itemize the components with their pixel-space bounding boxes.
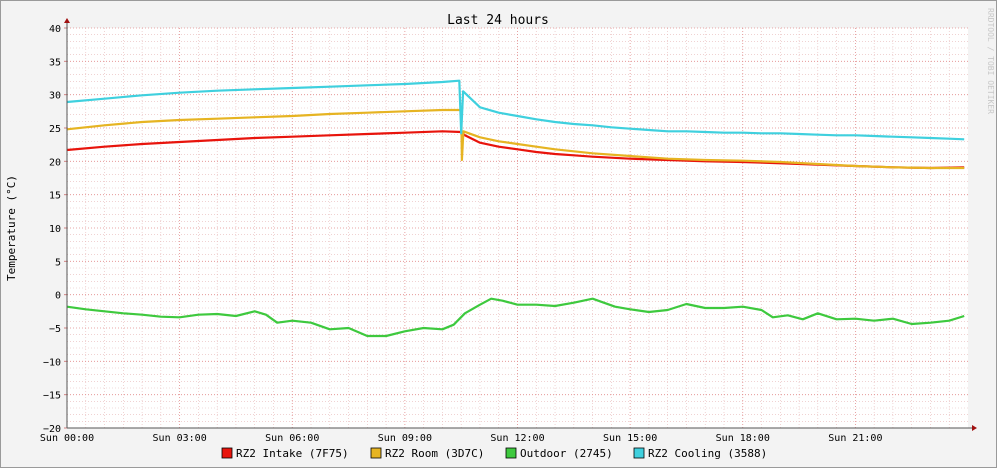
y-tick-label: −5 — [49, 324, 61, 335]
x-tick-label: Sun 00:00 — [40, 433, 94, 444]
y-tick-label: −15 — [43, 391, 61, 402]
x-tick-label: Sun 12:00 — [490, 433, 544, 444]
y-tick-label: 10 — [49, 224, 61, 235]
y-tick-label: −20 — [43, 424, 61, 435]
legend-label: RZ2 Room (3D7C) — [385, 447, 484, 460]
legend-label: Outdoor (2745) — [520, 447, 613, 460]
y-tick-label: 5 — [55, 257, 61, 268]
y-tick-label: 0 — [55, 291, 61, 302]
legend-swatch — [370, 447, 382, 459]
y-tick-label: 35 — [49, 57, 61, 68]
x-tick-label: Sun 21:00 — [828, 433, 882, 444]
y-tick-label: 25 — [49, 124, 61, 135]
x-tick-label: Sun 06:00 — [265, 433, 319, 444]
x-tick-label: Sun 03:00 — [153, 433, 207, 444]
y-tick-label: 40 — [49, 24, 61, 35]
major-grid — [64, 27, 968, 429]
y-tick-label: 30 — [49, 91, 61, 102]
y-tick-labels: 40 35 30 25 20 15 10 5 0 −5 −10 −15 −20 — [43, 24, 61, 435]
watermark: RRDTOOL / TOBI OETIKER — [986, 8, 995, 114]
axes — [64, 18, 977, 431]
series-line — [66, 297, 965, 338]
legend-label: RZ2 Intake (7F75) — [236, 447, 349, 460]
chart-title: Last 24 hours — [447, 13, 549, 28]
x-tick-label: Sun 18:00 — [716, 433, 770, 444]
legend-swatch — [505, 447, 517, 459]
y-axis-arrow — [64, 18, 70, 23]
series-line — [66, 108, 965, 170]
y-axis-label: Temperature (°C) — [5, 175, 18, 281]
x-tick-label: Sun 09:00 — [378, 433, 432, 444]
y-tick-label: 20 — [49, 157, 61, 168]
series-layer — [66, 79, 965, 338]
series-line — [66, 79, 965, 141]
x-tick-labels: Sun 00:00 Sun 03:00 Sun 06:00 Sun 09:00 Sun … — [40, 433, 883, 444]
legend-swatch — [221, 447, 233, 459]
y-tick-label: −10 — [43, 357, 61, 368]
legend: RZ2 Intake (7F75) RZ2 Room (3D7C) Outdoor … — [221, 447, 767, 460]
series-line — [66, 130, 965, 170]
x-tick-label: Sun 15:00 — [603, 433, 657, 444]
x-axis-arrow — [972, 425, 977, 431]
y-tick-label: 15 — [49, 191, 61, 202]
legend-label: RZ2 Cooling (3588) — [648, 447, 767, 460]
legend-swatch — [633, 447, 645, 459]
